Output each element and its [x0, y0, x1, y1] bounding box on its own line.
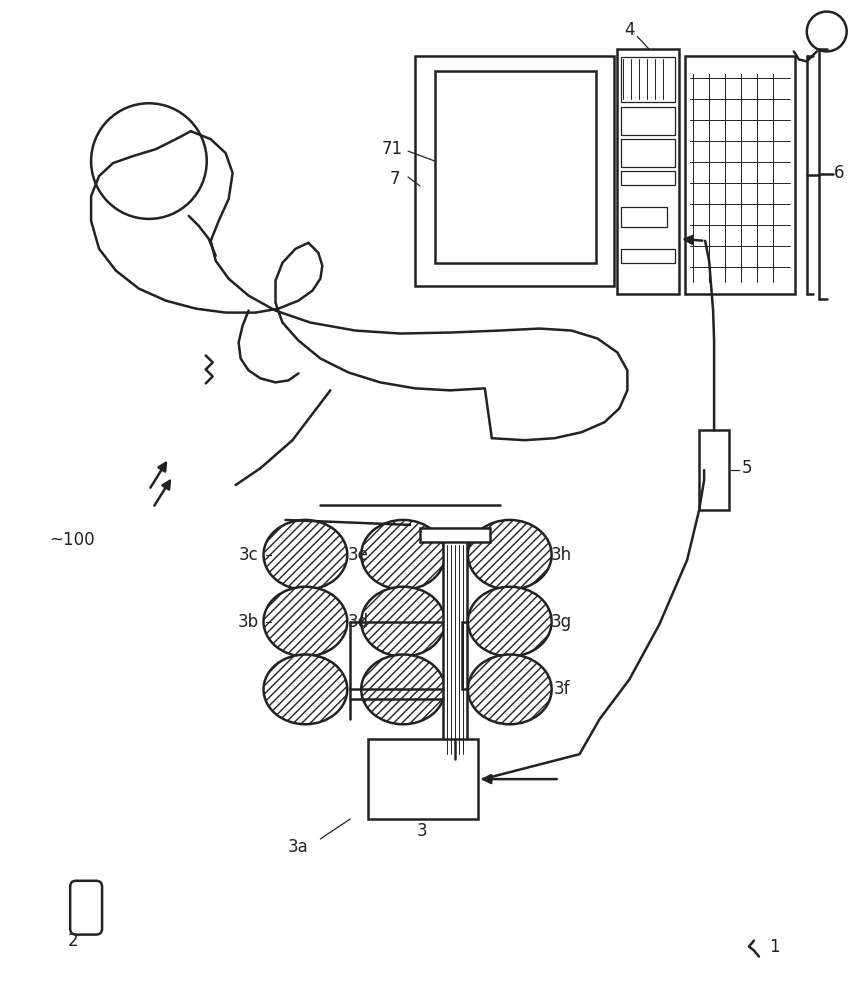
Bar: [443, 540, 467, 759]
Text: 4: 4: [624, 21, 635, 39]
Text: 7: 7: [390, 170, 401, 188]
Text: 3a: 3a: [288, 838, 309, 856]
Text: 1: 1: [770, 938, 780, 956]
Bar: [622, 207, 668, 227]
Text: 3f: 3f: [553, 680, 570, 698]
Ellipse shape: [362, 587, 445, 656]
Text: 3g: 3g: [551, 613, 572, 631]
Text: 71: 71: [381, 140, 402, 158]
Circle shape: [91, 103, 206, 219]
Text: 3h: 3h: [551, 546, 572, 564]
Bar: [622, 57, 675, 102]
Ellipse shape: [362, 655, 445, 724]
Text: 3d: 3d: [348, 613, 368, 631]
Ellipse shape: [468, 520, 551, 590]
Text: 3c: 3c: [238, 546, 258, 564]
Bar: [368, 739, 478, 819]
Bar: [617, 49, 679, 294]
Ellipse shape: [468, 655, 551, 724]
Bar: [622, 249, 675, 263]
Text: ~100: ~100: [49, 531, 95, 549]
Bar: [685, 56, 795, 294]
Ellipse shape: [362, 520, 445, 590]
Bar: [622, 171, 675, 185]
Text: 3: 3: [417, 822, 427, 840]
Bar: [622, 139, 675, 167]
Text: 2: 2: [68, 932, 79, 950]
Circle shape: [807, 12, 847, 51]
Bar: [435, 71, 596, 263]
Ellipse shape: [264, 587, 348, 656]
Text: 3b: 3b: [238, 613, 259, 631]
Ellipse shape: [264, 655, 348, 724]
Bar: [622, 107, 675, 135]
Bar: [415, 56, 615, 286]
Text: 6: 6: [833, 164, 844, 182]
Ellipse shape: [468, 587, 551, 656]
Text: 5: 5: [742, 459, 753, 477]
Bar: [699, 430, 729, 510]
Text: 3e: 3e: [348, 546, 368, 564]
Bar: [420, 528, 490, 542]
FancyBboxPatch shape: [70, 881, 102, 935]
Ellipse shape: [264, 520, 348, 590]
